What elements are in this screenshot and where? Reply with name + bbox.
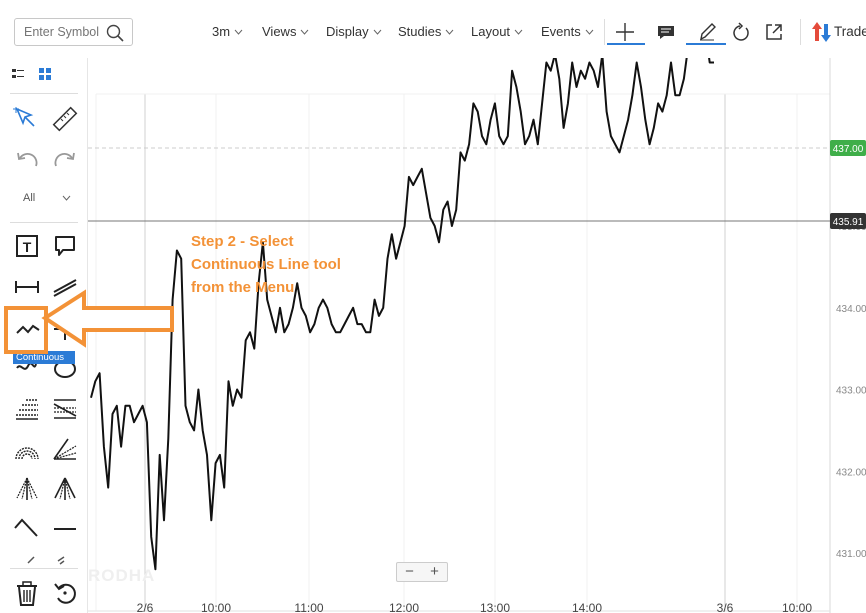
interval-menu[interactable]: 3m	[212, 24, 243, 39]
crosshair-active-indicator	[607, 43, 645, 45]
time-axis-label: 10:00	[782, 601, 812, 613]
chevron-down-icon	[301, 29, 309, 35]
toolbar-separator	[800, 19, 801, 45]
continuous-line-icon[interactable]	[13, 314, 43, 344]
events-menu-label: Events	[541, 24, 581, 39]
speed-fan-icon[interactable]	[50, 474, 80, 504]
tool-filter-label[interactable]: All	[23, 192, 36, 204]
list-view-icon[interactable]	[10, 66, 26, 82]
measure-ruler-icon[interactable]	[50, 104, 80, 134]
more-tools-icon[interactable]	[25, 555, 65, 565]
annotation-arrow-icon	[41, 289, 174, 348]
freeform-tool-icon[interactable]	[12, 354, 42, 384]
text-tool-icon[interactable]: T	[12, 231, 42, 261]
symbol-search-input[interactable]	[15, 19, 105, 45]
symbol-search-box[interactable]	[14, 18, 133, 46]
crosshair-price-badge	[830, 213, 866, 229]
annotation-highlight-box	[4, 306, 48, 354]
sidebar-divider	[10, 568, 78, 569]
time-axis-label: 12:00	[389, 601, 419, 613]
sidebar-divider	[10, 93, 78, 94]
current-price-value: 437.00	[833, 144, 864, 155]
layout-menu-label: Layout	[471, 24, 511, 39]
views-menu[interactable]: Views	[262, 24, 309, 39]
undo-icon[interactable]	[12, 146, 42, 176]
chevron-down-icon	[514, 29, 523, 35]
pointer-tool-icon[interactable]	[12, 104, 42, 134]
crosshair-icon[interactable]	[612, 19, 638, 45]
display-menu[interactable]: Display	[326, 24, 382, 39]
current-price-badge	[830, 140, 866, 156]
annotation-line: from the Menu	[191, 279, 295, 296]
current-price-tag: 437.00	[830, 140, 866, 156]
price-axis-label: 434.00	[836, 304, 866, 315]
fibonacci-arcs-icon[interactable]	[50, 394, 80, 424]
chevron-down-icon	[234, 29, 243, 35]
annotation-line: Step 2 - Select	[191, 233, 294, 250]
segment-tool-icon[interactable]	[12, 514, 42, 544]
studies-menu-label: Studies	[398, 24, 442, 39]
pencil-draw-icon[interactable]	[694, 19, 720, 45]
price-axis-label: 433.00	[836, 386, 866, 397]
toolbar-separator	[604, 19, 605, 45]
gann-fan-icon[interactable]	[50, 434, 80, 464]
search-icon[interactable]	[106, 24, 124, 42]
zoom-in-button[interactable]: +	[430, 563, 439, 580]
draw-active-indicator	[686, 43, 726, 45]
sidebar-divider	[10, 222, 78, 223]
crosshair-price-value: 435.91	[833, 217, 864, 228]
zoom-control: − +	[396, 562, 448, 582]
popout-icon[interactable]	[761, 19, 787, 45]
price-axis-label: 432.00	[836, 467, 866, 478]
time-axis: 2/6 10:00 11:00 12:00 13:00 14:00 3/6 10:00	[88, 601, 830, 613]
speed-arc-icon[interactable]	[12, 474, 42, 504]
line-tool-icon[interactable]	[50, 272, 80, 302]
events-menu[interactable]: Events	[541, 24, 594, 39]
chevron-down-icon	[445, 29, 454, 35]
top-toolbar: 3m Views Display Studies Layout Events T…	[0, 0, 866, 58]
time-axis-label: 11:00	[294, 601, 323, 613]
comment-icon[interactable]	[653, 19, 679, 45]
trade-arrows-icon[interactable]	[808, 19, 834, 45]
trash-icon[interactable]	[12, 578, 42, 608]
time-axis-label: 13:00	[480, 601, 510, 613]
grid-view-icon[interactable]	[37, 66, 53, 82]
horizontal-line-icon[interactable]	[50, 514, 80, 544]
svg-text:T: T	[23, 239, 32, 255]
trade-button-label[interactable]: Trade	[834, 24, 866, 39]
redo-icon[interactable]	[50, 146, 80, 176]
chevron-down-icon[interactable]	[62, 195, 71, 201]
crosshair-price-tag: 435.91	[830, 213, 866, 229]
time-axis-label: 10:00	[201, 601, 231, 613]
chart-gridlines	[95, 93, 830, 611]
display-menu-label: Display	[326, 24, 369, 39]
time-axis-label: 3/6	[717, 601, 734, 613]
time-axis-label: 2/6	[137, 601, 154, 613]
layout-menu[interactable]: Layout	[471, 24, 523, 39]
reset-icon[interactable]	[50, 578, 80, 608]
zoom-out-button[interactable]: −	[405, 563, 414, 580]
fibonacci-retracement-icon[interactable]	[12, 394, 42, 424]
horizontal-measure-icon[interactable]	[12, 272, 42, 302]
price-axis-label: 431.00	[836, 549, 866, 560]
annotation-line: Continuous Line tool	[191, 256, 341, 273]
chevron-down-icon	[585, 29, 594, 35]
tutorial-annotation: Step 2 - Select Continuous Line tool fro…	[191, 230, 421, 299]
views-menu-label: Views	[262, 24, 297, 39]
tool-tooltip: Continuous	[13, 351, 75, 364]
callout-tool-icon[interactable]	[50, 231, 80, 261]
refresh-icon[interactable]	[728, 19, 754, 45]
chart-watermark: RODHA	[88, 566, 156, 585]
chevron-down-icon	[373, 29, 382, 35]
price-line	[90, 58, 714, 571]
time-axis-label: 14:00	[572, 601, 602, 613]
fibonacci-fan-icon[interactable]	[12, 434, 42, 464]
studies-menu[interactable]: Studies	[398, 24, 454, 39]
interval-menu-label: 3m	[212, 24, 231, 39]
